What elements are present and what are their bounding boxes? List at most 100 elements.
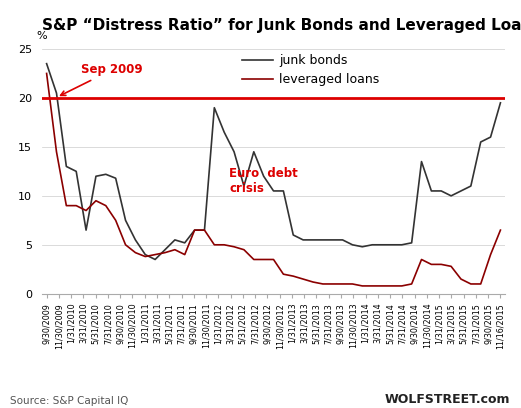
junk bonds <box>270 188 277 193</box>
leveraged loans <box>320 282 326 286</box>
junk bonds <box>142 252 148 257</box>
junk bonds <box>43 61 49 66</box>
junk bonds <box>290 233 296 237</box>
junk bonds <box>221 130 227 135</box>
junk bonds <box>389 242 395 247</box>
leveraged loans <box>152 252 158 257</box>
Text: %: % <box>36 31 47 41</box>
Line: junk bonds: junk bonds <box>46 64 501 259</box>
junk bonds <box>428 188 435 193</box>
leveraged loans <box>448 264 454 269</box>
leveraged loans <box>132 250 139 255</box>
leveraged loans <box>478 282 484 286</box>
leveraged loans <box>93 198 99 203</box>
leveraged loans <box>458 277 464 282</box>
junk bonds <box>122 218 129 223</box>
junk bonds <box>438 188 444 193</box>
Legend: junk bonds, leveraged loans: junk bonds, leveraged loans <box>237 49 384 91</box>
junk bonds <box>162 247 168 252</box>
leveraged loans <box>73 203 79 208</box>
junk bonds <box>320 237 326 242</box>
leveraged loans <box>428 262 435 267</box>
leveraged loans <box>488 252 494 257</box>
junk bonds <box>93 174 99 179</box>
leveraged loans <box>241 247 247 252</box>
leveraged loans <box>192 228 198 233</box>
junk bonds <box>113 176 119 181</box>
junk bonds <box>152 257 158 262</box>
leveraged loans <box>300 277 306 282</box>
junk bonds <box>448 193 454 198</box>
leveraged loans <box>122 242 129 247</box>
leveraged loans <box>359 284 365 288</box>
leveraged loans <box>211 242 217 247</box>
junk bonds <box>349 242 355 247</box>
junk bonds <box>83 228 89 233</box>
leveraged loans <box>349 282 355 286</box>
leveraged loans <box>468 282 474 286</box>
junk bonds <box>408 240 415 245</box>
junk bonds <box>340 237 346 242</box>
leveraged loans <box>142 254 148 259</box>
junk bonds <box>369 242 375 247</box>
junk bonds <box>498 100 504 105</box>
leveraged loans <box>340 282 346 286</box>
leveraged loans <box>53 149 59 154</box>
leveraged loans <box>369 284 375 288</box>
Line: leveraged loans: leveraged loans <box>46 73 501 286</box>
leveraged loans <box>389 284 395 288</box>
leveraged loans <box>43 71 49 76</box>
junk bonds <box>488 135 494 140</box>
leveraged loans <box>162 250 168 255</box>
junk bonds <box>310 237 316 242</box>
leveraged loans <box>399 284 405 288</box>
junk bonds <box>300 237 306 242</box>
leveraged loans <box>438 262 444 267</box>
junk bonds <box>251 149 257 154</box>
Text: Euro  debt
crisis: Euro debt crisis <box>229 167 298 195</box>
junk bonds <box>182 240 188 245</box>
junk bonds <box>468 184 474 188</box>
leveraged loans <box>113 218 119 223</box>
junk bonds <box>63 164 69 169</box>
leveraged loans <box>221 242 227 247</box>
junk bonds <box>260 174 267 179</box>
leveraged loans <box>408 282 415 286</box>
leveraged loans <box>103 203 109 208</box>
leveraged loans <box>330 282 336 286</box>
Text: Sep 2009: Sep 2009 <box>60 63 143 95</box>
leveraged loans <box>201 228 207 233</box>
Text: Source: S&P Capital IQ: Source: S&P Capital IQ <box>10 396 129 406</box>
junk bonds <box>172 237 178 242</box>
leveraged loans <box>310 279 316 284</box>
leveraged loans <box>379 284 385 288</box>
Text: S&P “Distress Ratio” for Junk Bonds and Leveraged Loans: S&P “Distress Ratio” for Junk Bonds and … <box>42 18 521 33</box>
junk bonds <box>192 228 198 233</box>
junk bonds <box>399 242 405 247</box>
junk bonds <box>53 91 59 95</box>
junk bonds <box>478 140 484 144</box>
junk bonds <box>418 159 425 164</box>
leveraged loans <box>182 252 188 257</box>
leveraged loans <box>418 257 425 262</box>
junk bonds <box>241 184 247 188</box>
junk bonds <box>201 228 207 233</box>
leveraged loans <box>251 257 257 262</box>
junk bonds <box>280 188 287 193</box>
junk bonds <box>231 149 237 154</box>
leveraged loans <box>63 203 69 208</box>
Text: WOLFSTREET.com: WOLFSTREET.com <box>385 393 511 406</box>
junk bonds <box>458 188 464 193</box>
leveraged loans <box>270 257 277 262</box>
leveraged loans <box>83 208 89 213</box>
leveraged loans <box>290 274 296 279</box>
leveraged loans <box>231 244 237 249</box>
junk bonds <box>132 237 139 242</box>
leveraged loans <box>172 247 178 252</box>
junk bonds <box>103 172 109 177</box>
junk bonds <box>73 169 79 174</box>
leveraged loans <box>498 228 504 233</box>
junk bonds <box>359 244 365 249</box>
leveraged loans <box>260 257 267 262</box>
junk bonds <box>330 237 336 242</box>
